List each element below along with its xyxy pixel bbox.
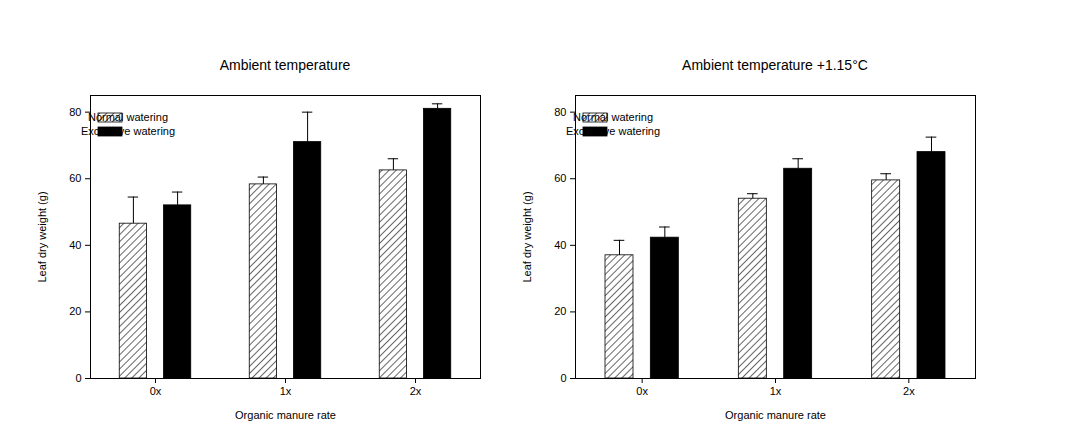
svg-text:40: 40 — [554, 239, 566, 251]
svg-text:0x: 0x — [636, 385, 648, 397]
svg-text:2x: 2x — [410, 385, 422, 397]
svg-text:60: 60 — [554, 172, 566, 184]
svg-text:0: 0 — [560, 372, 566, 384]
svg-text:20: 20 — [69, 305, 81, 317]
svg-text:2x: 2x — [903, 385, 915, 397]
svg-text:Organic manure rate: Organic manure rate — [235, 409, 336, 421]
svg-text:20: 20 — [554, 305, 566, 317]
html-text:Ambient temperature: Ambient temperature — [219, 57, 351, 73]
svg-text:1x: 1x — [280, 385, 292, 397]
svg-text:Excessive watering: Excessive watering — [81, 125, 175, 137]
html-text:Ambient temperature +1.15°C: Ambient temperature +1.15°C — [682, 57, 868, 73]
svg-text:Leaf dry weight (g): Leaf dry weight (g) — [36, 191, 48, 282]
svg-text:40: 40 — [69, 239, 81, 251]
svg-text:Leaf dry weight (g): Leaf dry weight (g) — [521, 191, 533, 282]
svg-text:80: 80 — [69, 106, 81, 118]
svg-text:0x: 0x — [150, 385, 162, 397]
svg-text:1x: 1x — [770, 385, 782, 397]
svg-text:Organic manure rate: Organic manure rate — [725, 409, 826, 421]
svg-text:80: 80 — [554, 106, 566, 118]
svg-text:60: 60 — [69, 172, 81, 184]
svg-text:Normal watering: Normal watering — [88, 111, 168, 123]
svg-text:0: 0 — [75, 372, 81, 384]
svg-text:Excessive watering: Excessive watering — [566, 125, 660, 137]
svg-text:Normal watering: Normal watering — [573, 111, 653, 123]
